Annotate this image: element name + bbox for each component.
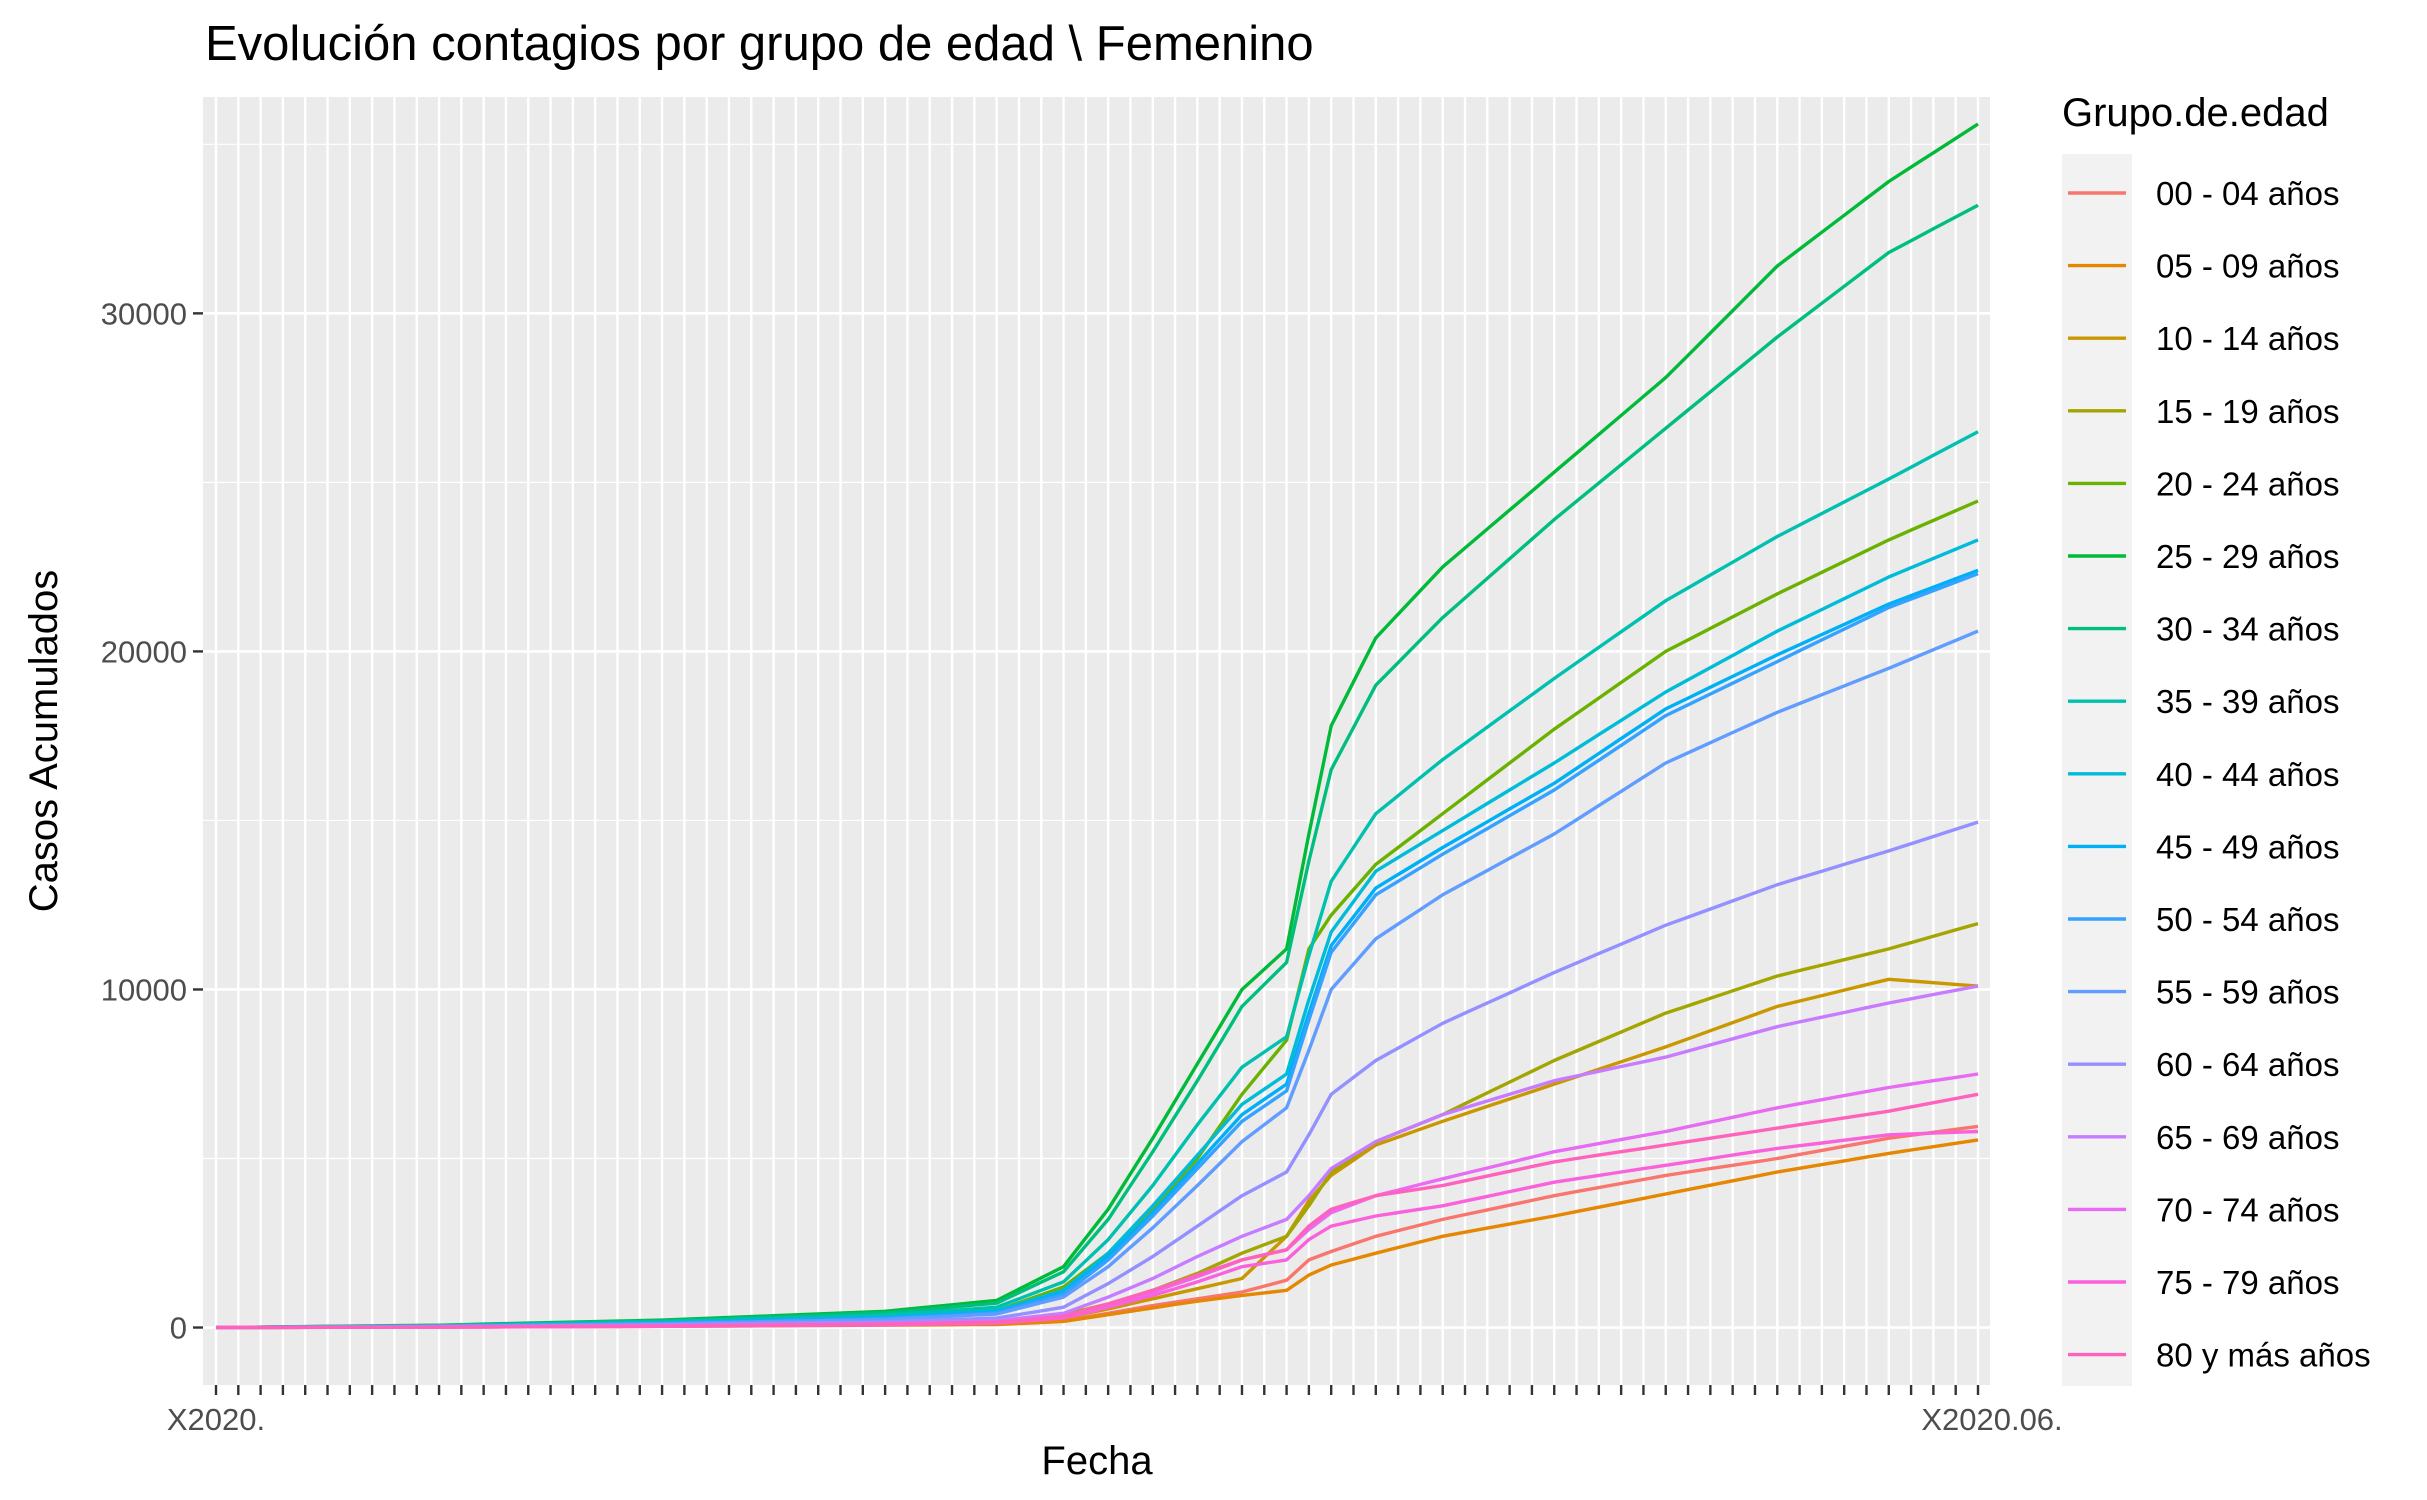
x-tick-label: X2020.: [167, 1402, 265, 1437]
legend-label: 15 - 19 años: [2156, 393, 2339, 430]
legend-label: 65 - 69 años: [2156, 1119, 2339, 1156]
legend-label: 20 - 24 años: [2156, 465, 2339, 502]
legend-title: Grupo.de.edad: [2062, 91, 2329, 135]
legend-label: 60 - 64 años: [2156, 1046, 2339, 1083]
legend-label: 55 - 59 años: [2156, 974, 2339, 1011]
y-tick-label: 10000: [101, 972, 187, 1007]
series-line: [216, 1092, 1979, 1330]
legend-label: 30 - 34 años: [2156, 611, 2339, 648]
y-tick-label: 20000: [101, 634, 187, 669]
plot-panel: [203, 97, 1990, 1385]
legend-label: 45 - 49 años: [2156, 828, 2339, 865]
y-axis-title: Casos Acumulados: [22, 570, 66, 912]
grid: [203, 97, 1990, 1385]
legend-label: 35 - 39 años: [2156, 683, 2339, 720]
legend-label: 00 - 04 años: [2156, 175, 2339, 212]
y-tick-label: 0: [170, 1311, 187, 1346]
legend-label: 05 - 09 años: [2156, 248, 2339, 285]
legend-label: 25 - 29 años: [2156, 538, 2339, 575]
legend-label: 75 - 79 años: [2156, 1264, 2339, 1301]
x-tick-label: X2020.06.: [1921, 1402, 2062, 1437]
legend: Grupo.de.edad 00 - 04 años 05 - 09 años 10…: [2062, 91, 2371, 1386]
chart-title: Evolución contagios por grupo de edad \ …: [205, 17, 1314, 71]
legend-label: 50 - 54 años: [2156, 901, 2339, 938]
legend-label: 40 - 44 años: [2156, 756, 2339, 793]
x-axis: X2020. X2020.06.: [167, 1385, 2063, 1437]
legend-label: 70 - 74 años: [2156, 1191, 2339, 1228]
y-axis: 0 10000 20000 30000: [101, 296, 203, 1346]
x-axis-title: Fecha: [1041, 1439, 1153, 1483]
legend-key-background: [2062, 154, 2132, 1386]
legend-label: 10 - 14 años: [2156, 320, 2339, 357]
legend-label: 80 y más años: [2156, 1337, 2371, 1374]
series-lines: [215, 122, 1979, 1330]
y-tick-label: 30000: [101, 296, 187, 331]
